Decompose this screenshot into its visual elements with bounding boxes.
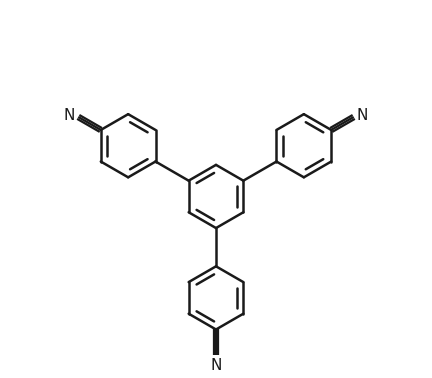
Text: N: N [210,358,222,373]
Text: N: N [64,108,75,123]
Text: N: N [357,108,368,123]
